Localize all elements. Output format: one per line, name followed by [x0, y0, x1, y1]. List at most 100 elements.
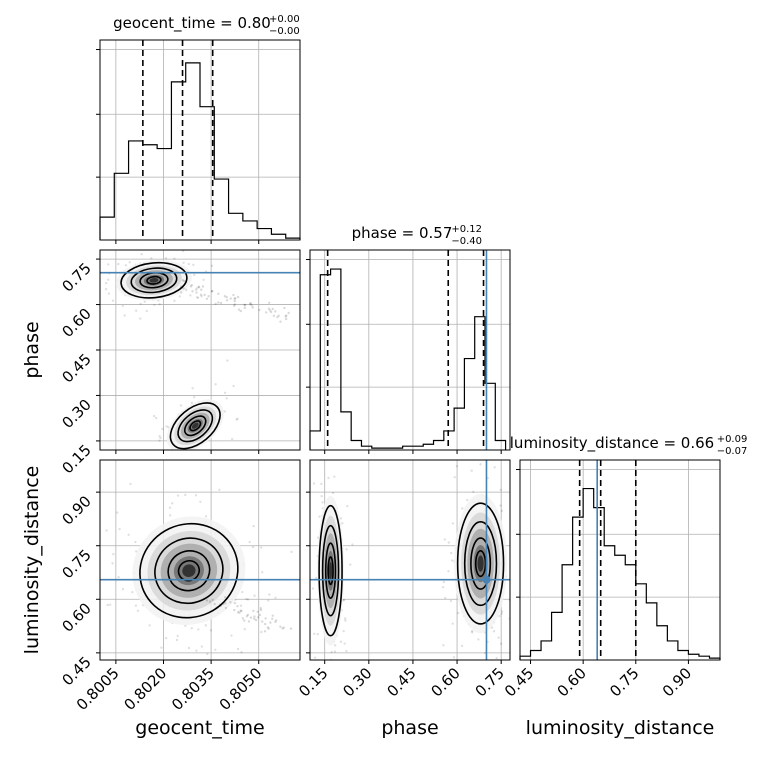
scatter-point — [497, 636, 500, 639]
scatter-point — [246, 598, 250, 601]
scatter-point — [179, 404, 183, 407]
scatter-point — [107, 263, 110, 266]
scatter-point — [191, 387, 194, 390]
scatter-point — [279, 625, 282, 628]
scatter-point — [314, 576, 318, 580]
scatter-point — [341, 522, 344, 525]
panel-title-sub-geocent_time: −0.00 — [269, 26, 300, 37]
contour-line — [154, 537, 224, 605]
hist-luminosity_distance-frame — [519, 459, 721, 661]
scatter-point — [184, 493, 187, 497]
scatter-point — [271, 307, 274, 311]
scatter-point — [222, 602, 225, 606]
scatter-point — [214, 383, 217, 386]
scatter-point — [284, 315, 287, 318]
scatter-phase-vs-geocent-time: 0.150.300.450.600.75 — [58, 249, 301, 477]
scatter-point — [165, 425, 168, 428]
scatter-point — [274, 310, 277, 313]
scatter-point — [312, 482, 316, 485]
scatter-point — [251, 545, 255, 549]
scatter-point — [197, 285, 200, 289]
panel-title-sub-phase: −0.40 — [451, 236, 482, 247]
scatter-point — [258, 613, 262, 617]
contour-line — [327, 556, 334, 586]
scatter-point — [290, 550, 293, 554]
scatter-point — [240, 651, 243, 654]
scatter-point — [271, 617, 274, 621]
scatter-point — [252, 609, 255, 613]
scatter-point — [179, 285, 183, 288]
scatter-point — [249, 302, 252, 306]
scatter-point — [197, 286, 201, 289]
scatter-point — [499, 504, 502, 507]
contour-line — [146, 275, 162, 285]
scatter-point — [158, 303, 161, 306]
scatter-point — [200, 645, 204, 648]
scatter-point — [178, 295, 182, 298]
scatter-point — [213, 602, 216, 606]
scatter-point — [246, 613, 250, 617]
scatter-point — [339, 640, 343, 643]
scatter-point — [493, 466, 496, 469]
scatter-point — [251, 306, 254, 309]
scatter-point — [346, 504, 349, 508]
scatter-point — [279, 320, 282, 323]
scatter-point — [210, 264, 214, 268]
scatter-point — [205, 599, 209, 602]
scatter-point — [498, 614, 501, 618]
scatter-point — [245, 597, 248, 601]
density-shade — [182, 564, 196, 578]
scatter-point — [343, 617, 347, 620]
scatter-point — [264, 311, 268, 314]
panel-title-luminosity_distance: luminosity_distance = 0.66 — [510, 434, 714, 453]
scatter-point — [466, 498, 469, 502]
scatter-point — [456, 611, 460, 615]
scatter-point — [349, 563, 352, 566]
scatter-point — [218, 488, 221, 491]
truth-marker — [482, 575, 491, 584]
scatter-point — [164, 636, 168, 640]
scatter-point — [224, 596, 227, 599]
scatter-point — [320, 482, 323, 486]
scatter-point — [287, 311, 290, 315]
scatter-point — [500, 612, 503, 615]
scatter-point — [449, 599, 453, 603]
panel-title-sup-phase: +0.12 — [451, 224, 482, 235]
scatter-point — [200, 295, 203, 298]
scatter-point — [205, 297, 209, 301]
scatter-point — [269, 310, 273, 314]
scatter-point — [236, 611, 240, 614]
scatter-point — [249, 616, 253, 619]
scatter-point — [201, 285, 205, 288]
scatter-point — [139, 302, 142, 305]
scatter-point — [235, 418, 238, 421]
scatter-point — [143, 300, 146, 303]
scatter-point — [225, 299, 229, 302]
scatter-point — [333, 475, 336, 478]
scatter-point — [214, 302, 217, 306]
hist-step-phase — [309, 268, 507, 450]
scatter-point — [237, 308, 241, 311]
scatter-point — [339, 517, 343, 520]
scatter-point — [282, 626, 285, 629]
contour-line — [177, 409, 214, 443]
contour-line — [474, 550, 487, 578]
scatter-point — [176, 634, 179, 638]
scatter-point — [250, 303, 253, 307]
scatter-point — [344, 619, 347, 622]
scatter-point — [195, 296, 199, 299]
scatter-point — [160, 646, 163, 649]
scatter-point — [243, 303, 247, 307]
scatter-point — [267, 627, 270, 630]
scatter-point — [230, 437, 234, 441]
scatter-point — [173, 257, 176, 260]
scatter-point — [199, 293, 203, 296]
scatter-point — [223, 391, 227, 395]
hist-phase-frame — [309, 249, 511, 451]
scatter-point — [254, 618, 258, 622]
scatter-point — [202, 278, 205, 282]
density-shade — [191, 422, 199, 429]
scatter-point — [207, 295, 210, 298]
scatter-point — [158, 439, 161, 442]
